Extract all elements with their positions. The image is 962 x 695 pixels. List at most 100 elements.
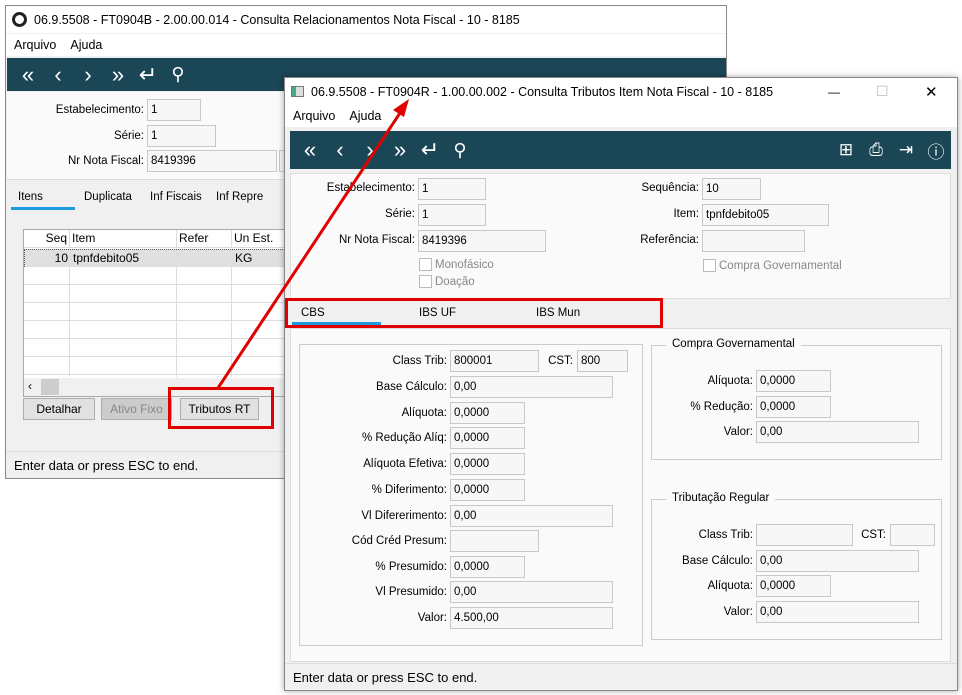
estabelecimento-field[interactable]: 1 [147, 99, 201, 121]
cg-valor-label: Valor: [723, 426, 753, 438]
cod-cred-presum-label: Cód Créd Presum: [351, 535, 447, 547]
menu-ajuda[interactable]: Ajuda [70, 38, 103, 52]
tab-duplicata[interactable]: Duplicata [84, 191, 132, 203]
estabelecimento-field[interactable]: 1 [418, 178, 486, 200]
search-icon[interactable]: ⚲ [453, 139, 467, 160]
menu-ajuda[interactable]: Ajuda [349, 109, 382, 123]
col-item[interactable]: Item [70, 230, 177, 248]
scroll-left-icon[interactable]: ‹ [28, 379, 32, 393]
menu-arquivo[interactable]: Arquivo [293, 109, 336, 123]
vl-diferimento-field[interactable]: 0,00 [450, 505, 613, 527]
back-title-bar: 06.9.5508 - FT0904B - 2.00.00.014 - Cons… [6, 6, 726, 33]
detalhar-button[interactable]: Detalhar [23, 398, 95, 420]
minimize-button[interactable]: — [828, 84, 840, 99]
item-label: Item: [673, 208, 699, 220]
front-title-bar: 06.9.5508 - FT0904R - 1.00.00.002 - Cons… [285, 78, 957, 105]
help-icon[interactable]: ⓘ [927, 142, 945, 162]
tributos-rt-highlight [168, 387, 274, 429]
tr-base-calculo-label: Base Cálculo: [682, 555, 753, 567]
active-tab-indicator [11, 207, 75, 210]
tr-class-trib-field[interactable] [756, 524, 853, 546]
compra-governamental-checkbox[interactable]: Compra Governamental [703, 259, 842, 272]
aliquota-field[interactable]: 0,0000 [450, 402, 525, 424]
sequencia-field[interactable]: 10 [702, 178, 761, 200]
tab-itens[interactable]: Itens [18, 191, 43, 203]
last-icon[interactable]: » [111, 61, 125, 87]
front-header-panel [290, 173, 951, 299]
next-icon[interactable]: › [366, 137, 374, 162]
menu-arquivo[interactable]: Arquivo [14, 38, 57, 52]
monofasico-label: Monofásico [435, 258, 494, 271]
row-item: tpnfdebito05 [71, 250, 178, 267]
enter-icon[interactable]: ↵ [420, 137, 440, 162]
app-logo-icon [12, 12, 27, 27]
tr-valor-field[interactable]: 0,00 [756, 601, 919, 623]
front-toolbar: « ‹ › » ↵ ⚲ ⊞ ⎙ ⇥ ⓘ [290, 131, 951, 169]
referencia-field[interactable] [702, 230, 805, 252]
tree-icon[interactable]: ⊞ [838, 140, 854, 159]
cg-valor-field[interactable]: 0,00 [756, 421, 919, 443]
doacao-checkbox[interactable]: Doação [419, 275, 475, 288]
next-icon[interactable]: › [84, 61, 92, 87]
tr-valor-label: Valor: [723, 606, 753, 618]
col-seq[interactable]: Seq [24, 230, 70, 248]
cg-reducao-label: % Redução: [690, 401, 753, 413]
vl-presumido-label: Vl Presumido: [375, 586, 447, 598]
col-refer[interactable]: Refer [177, 230, 232, 248]
tr-cst-field[interactable] [890, 524, 935, 546]
base-calculo-field[interactable]: 0,00 [450, 376, 613, 398]
close-button[interactable]: ✕ [925, 83, 938, 101]
tr-aliquota-field[interactable]: 0,0000 [756, 575, 831, 597]
referencia-label: Referência: [640, 234, 699, 246]
cg-reducao-field[interactable]: 0,0000 [756, 396, 831, 418]
diferimento-field[interactable]: 0,0000 [450, 479, 525, 501]
search-icon[interactable]: ⚲ [171, 64, 185, 84]
prev-icon[interactable]: ‹ [336, 137, 344, 162]
cg-aliquota-field[interactable]: 0,0000 [756, 370, 831, 392]
first-icon[interactable]: « [303, 137, 317, 162]
front-window-title: 06.9.5508 - FT0904R - 1.00.00.002 - Cons… [311, 84, 774, 99]
compra-governamental-label: Compra Governamental [719, 259, 842, 272]
nr-nota-field[interactable]: 8419396 [418, 230, 546, 252]
tab-inf-fiscais[interactable]: Inf Fiscais [150, 191, 202, 203]
base-calculo-label: Base Cálculo: [376, 381, 447, 393]
item-field[interactable]: tpnfdebito05 [702, 204, 829, 226]
aliquota-efetiva-label: Alíquota Efetiva: [363, 458, 447, 470]
exit-icon[interactable]: ⇥ [898, 140, 914, 159]
front-window: 06.9.5508 - FT0904R - 1.00.00.002 - Cons… [284, 77, 958, 691]
cod-cred-presum-field[interactable] [450, 530, 539, 552]
first-icon[interactable]: « [21, 61, 35, 87]
vl-diferimento-label: Vl Difererimento: [361, 510, 447, 522]
aliquota-efetiva-field[interactable]: 0,0000 [450, 453, 525, 475]
tr-base-calculo-field[interactable]: 0,00 [756, 550, 919, 572]
prev-icon[interactable]: ‹ [54, 61, 62, 87]
valor-field[interactable]: 4.500,00 [450, 607, 613, 629]
scroll-thumb[interactable] [41, 379, 59, 395]
valor-label: Valor: [417, 612, 447, 624]
monofasico-checkbox[interactable]: Monofásico [419, 258, 494, 271]
tributacao-regular-caption: Tributação Regular [666, 492, 776, 504]
tab-inf-repre[interactable]: Inf Repre [216, 191, 264, 203]
class-trib-field[interactable]: 800001 [450, 350, 539, 372]
maximize-button[interactable]: ☐ [876, 83, 889, 99]
reducao-aliq-field[interactable]: 0,0000 [450, 427, 525, 449]
arrow-line [216, 109, 404, 389]
sequencia-label: Sequência: [641, 182, 699, 194]
tab-ibs-mun[interactable]: IBS Mun [536, 307, 581, 319]
print-icon[interactable]: ⎙ [869, 140, 883, 159]
table-row[interactable]: 10 tpnfdebito05 KG [24, 249, 288, 267]
enter-icon[interactable]: ↵ [138, 61, 158, 87]
tr-aliquota-label: Alíquota: [707, 580, 753, 592]
tab-ibs-uf[interactable]: IBS UF [419, 307, 457, 319]
ativo-fixo-button: Ativo Fixo [101, 398, 172, 420]
nr-nota-field[interactable]: 8419396 [147, 150, 277, 172]
cst-field[interactable]: 800 [577, 350, 628, 372]
tributos-rt-button[interactable]: Tributos RT [180, 398, 259, 420]
vl-presumido-field[interactable]: 0,00 [450, 581, 613, 603]
presumido-field[interactable]: 0,0000 [450, 556, 525, 578]
window-icon [291, 86, 304, 97]
serie-field[interactable]: 1 [418, 204, 486, 226]
last-icon[interactable]: » [393, 137, 407, 162]
serie-field[interactable]: 1 [147, 125, 216, 147]
tab-cbs[interactable]: CBS [301, 307, 325, 319]
